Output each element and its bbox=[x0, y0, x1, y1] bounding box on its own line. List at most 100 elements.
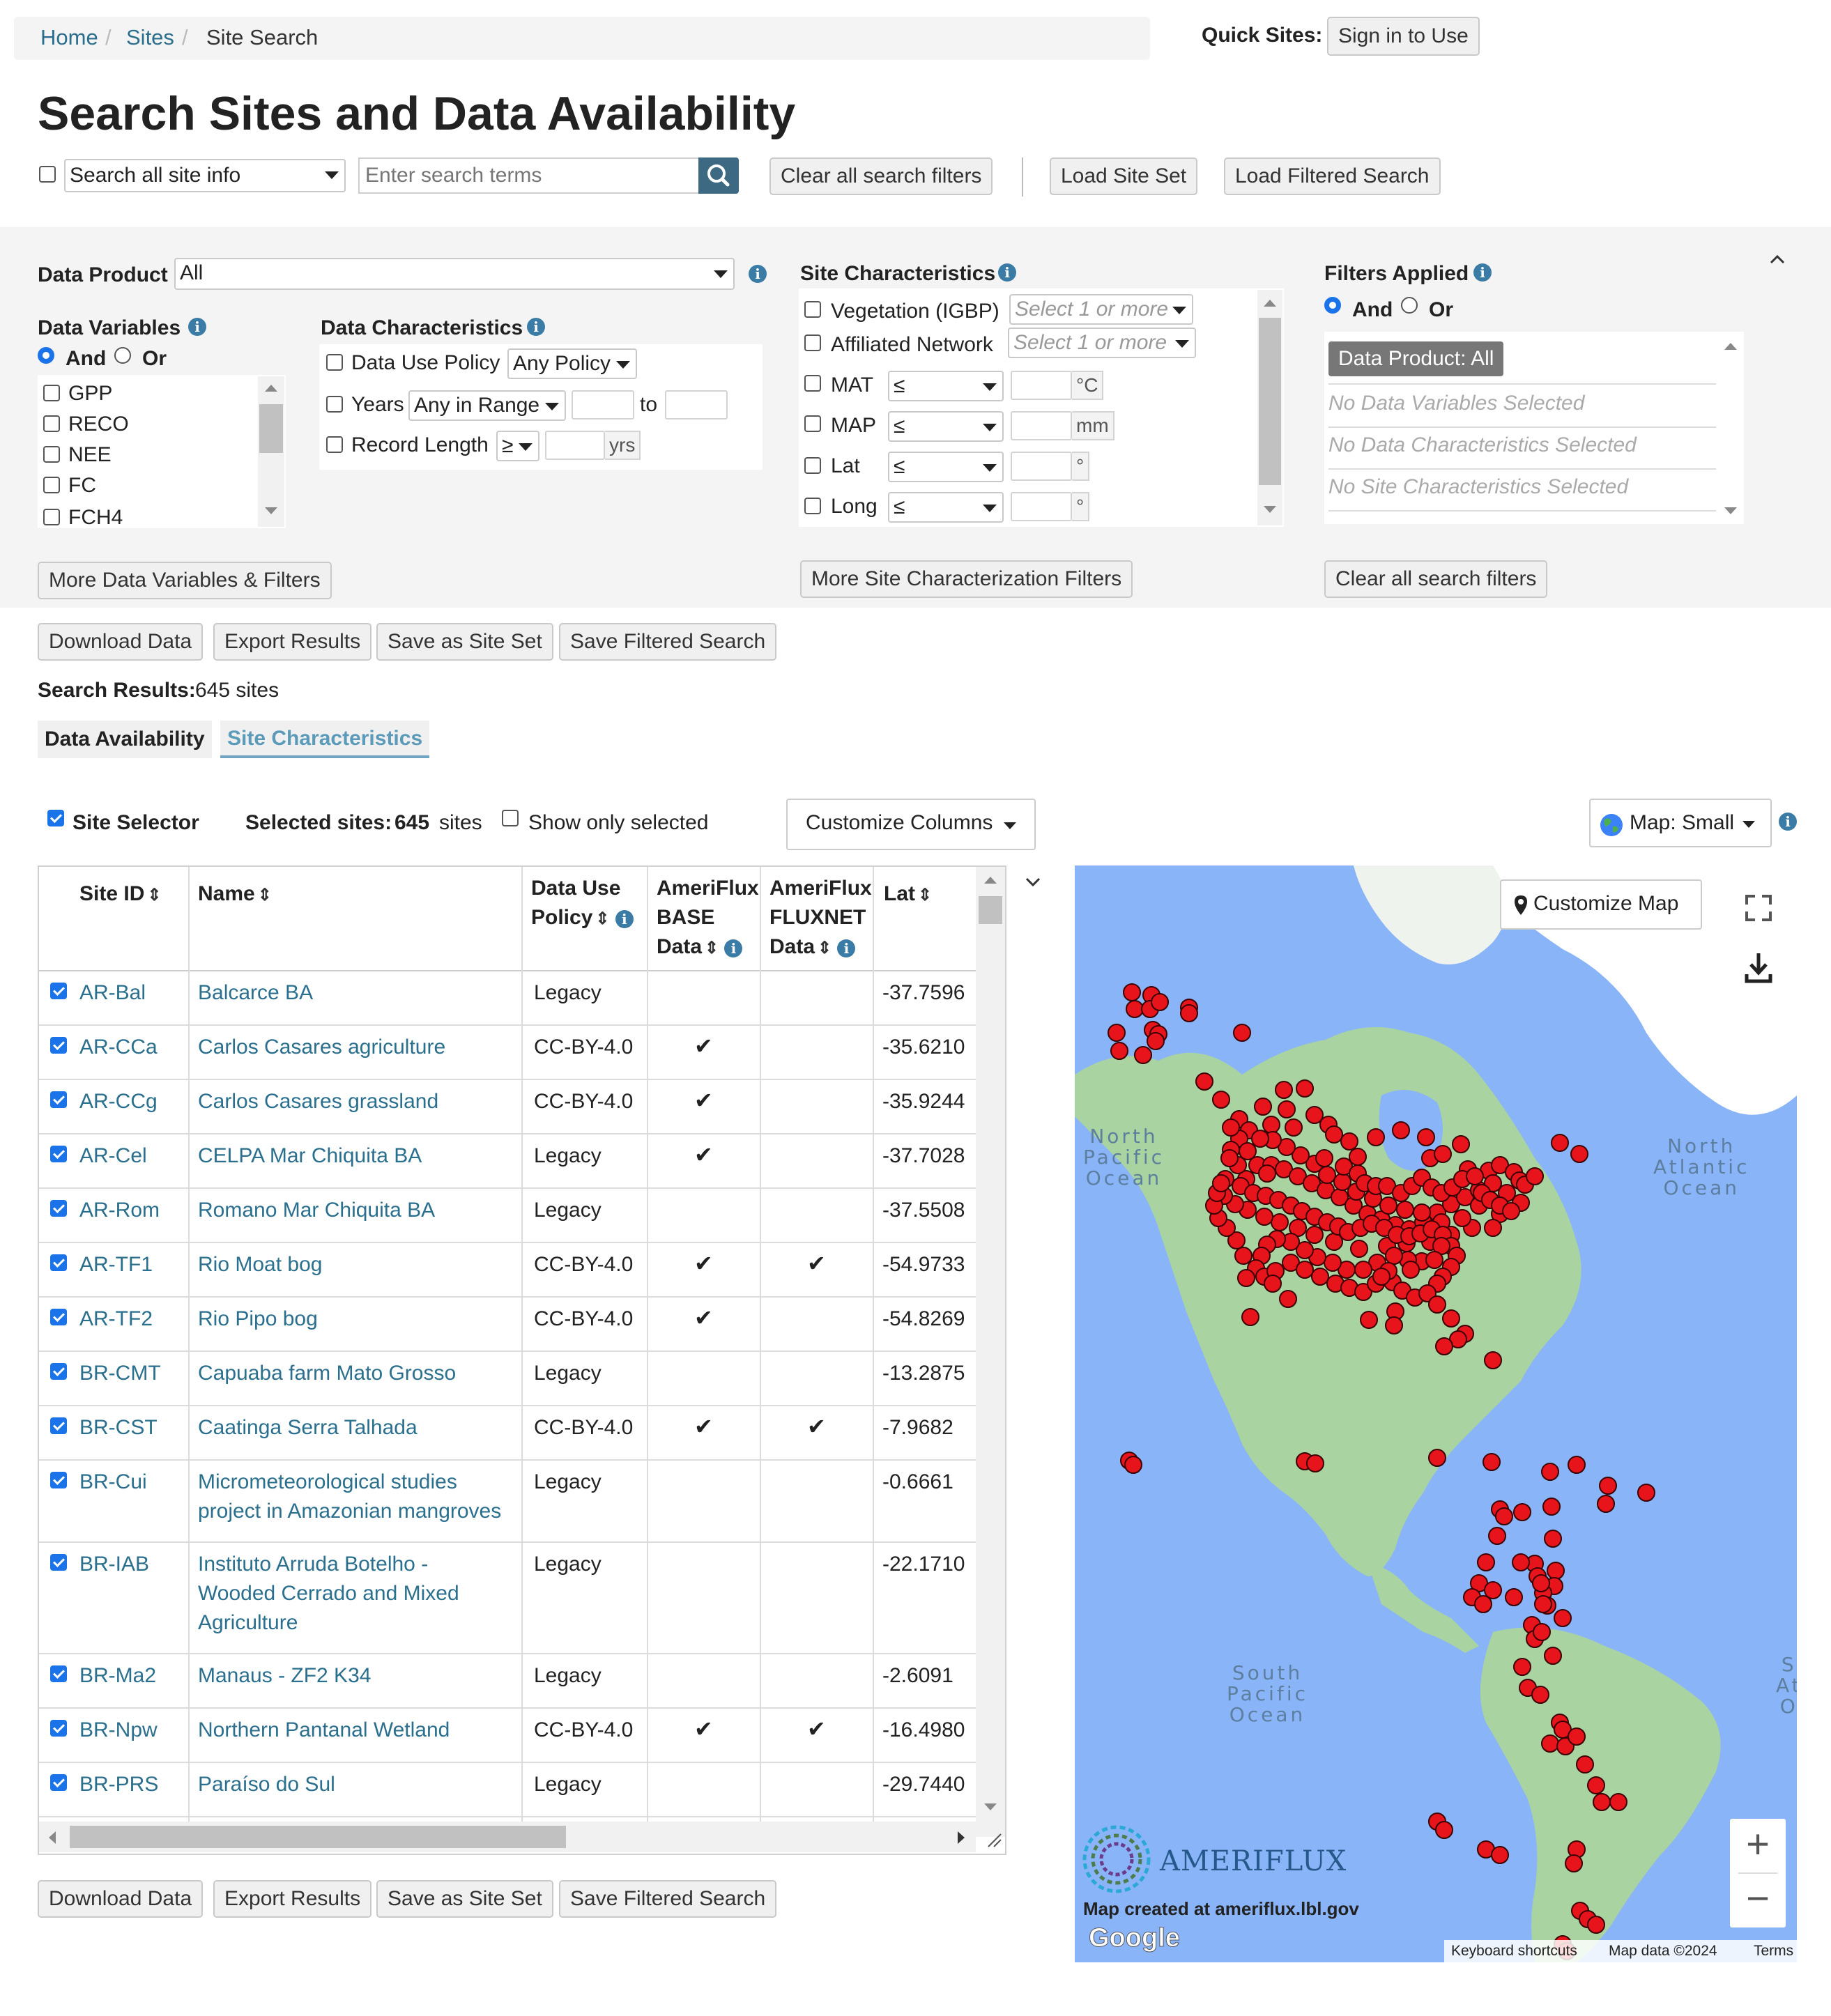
scroll-right-icon[interactable] bbox=[958, 1831, 965, 1844]
long-operator-select[interactable]: ≤ bbox=[888, 492, 1004, 523]
search-button[interactable] bbox=[698, 157, 739, 194]
site-marker[interactable] bbox=[1237, 1269, 1255, 1287]
site-id-header[interactable]: Site ID ⇕ bbox=[79, 879, 161, 910]
applied-filter-tag[interactable]: Data Product: All bbox=[1328, 341, 1504, 376]
scroll-down-icon[interactable] bbox=[984, 1803, 997, 1810]
site-marker[interactable] bbox=[1367, 1128, 1385, 1146]
site-marker[interactable] bbox=[1466, 1167, 1484, 1185]
variable-checkbox-fc[interactable] bbox=[43, 477, 60, 493]
site-marker[interactable] bbox=[1385, 1247, 1403, 1265]
site-id-link[interactable]: BR-CST bbox=[79, 1416, 158, 1439]
scroll-up-icon[interactable] bbox=[1264, 300, 1276, 307]
site-marker[interactable] bbox=[1542, 1498, 1561, 1516]
record-length-checkbox[interactable] bbox=[326, 436, 343, 453]
row-select-checkbox[interactable] bbox=[50, 1554, 67, 1571]
site-marker[interactable] bbox=[1599, 1477, 1617, 1495]
load-filtered-search-button[interactable]: Load Filtered Search bbox=[1224, 157, 1441, 195]
site-marker[interactable] bbox=[1565, 1854, 1583, 1872]
site-name-link[interactable]: Micrometeorological studies project in Am… bbox=[198, 1468, 501, 1526]
mat-checkbox[interactable] bbox=[804, 375, 821, 392]
site-map[interactable]: North Pacific Ocean North Atlantic Ocean Sou… bbox=[1075, 865, 1797, 1962]
scroll-down-icon[interactable] bbox=[1724, 507, 1737, 514]
download-data-button[interactable]: Download Data bbox=[38, 623, 204, 661]
search-scope-select[interactable]: Search all site info bbox=[64, 159, 346, 192]
variable-checkbox-nee[interactable] bbox=[43, 446, 60, 463]
site-marker[interactable] bbox=[1491, 1846, 1509, 1864]
row-select-checkbox[interactable] bbox=[50, 1720, 67, 1737]
site-marker[interactable] bbox=[1547, 1562, 1565, 1580]
site-marker[interactable] bbox=[1354, 1261, 1372, 1279]
years-from-input[interactable] bbox=[572, 390, 634, 420]
map-canvas[interactable] bbox=[1075, 865, 1797, 1962]
lat-operator-select[interactable]: ≤ bbox=[888, 452, 1004, 482]
site-name-link[interactable]: Paraíso do Sul bbox=[198, 1773, 335, 1796]
scroll-down-icon[interactable] bbox=[1264, 506, 1276, 513]
site-marker[interactable] bbox=[1417, 1128, 1435, 1146]
site-marker[interactable] bbox=[1587, 1916, 1605, 1934]
site-name-link[interactable]: Caatinga Serra Talhada bbox=[198, 1416, 417, 1439]
export-results-button[interactable]: Export Results bbox=[213, 623, 372, 661]
site-marker[interactable] bbox=[1428, 1449, 1446, 1467]
site-marker[interactable] bbox=[1126, 1000, 1144, 1018]
site-marker[interactable] bbox=[1435, 1821, 1453, 1839]
site-id-link[interactable]: BR-Ma2 bbox=[79, 1664, 157, 1687]
site-marker[interactable] bbox=[1379, 1196, 1397, 1215]
site-marker[interactable] bbox=[1534, 1595, 1552, 1613]
site-name-link[interactable]: Northern Pantanal Wetland bbox=[198, 1718, 450, 1741]
site-id-link[interactable]: AR-Bal bbox=[79, 981, 146, 1004]
fullscreen-button[interactable] bbox=[1731, 881, 1786, 935]
site-marker[interactable] bbox=[1264, 1275, 1282, 1293]
site-marker[interactable] bbox=[1372, 1268, 1391, 1286]
vegetation-select[interactable]: Select 1 or more bbox=[1009, 294, 1193, 325]
info-icon[interactable]: i bbox=[615, 910, 634, 928]
lat-input[interactable] bbox=[1011, 452, 1072, 481]
info-icon[interactable]: i bbox=[998, 263, 1016, 282]
map-checkbox[interactable] bbox=[804, 415, 821, 432]
more-site-filters-button[interactable]: More Site Characterization Filters bbox=[800, 560, 1133, 598]
site-marker[interactable] bbox=[1587, 1776, 1605, 1794]
site-marker[interactable] bbox=[1593, 1793, 1611, 1811]
variable-checkbox-fch4[interactable] bbox=[43, 509, 60, 525]
scroll-up-icon[interactable] bbox=[984, 877, 997, 884]
site-marker[interactable] bbox=[1442, 1309, 1460, 1328]
site-marker[interactable] bbox=[1285, 1118, 1303, 1137]
site-marker[interactable] bbox=[1305, 1106, 1324, 1124]
site-marker[interactable] bbox=[1123, 983, 1141, 1001]
row-select-checkbox[interactable] bbox=[50, 1363, 67, 1380]
site-marker[interactable] bbox=[1108, 1024, 1126, 1042]
site-id-link[interactable]: BR-PRS bbox=[79, 1773, 159, 1796]
info-icon[interactable]: i bbox=[1473, 263, 1492, 282]
customize-map-button[interactable]: Customize Map bbox=[1500, 879, 1702, 930]
site-marker[interactable] bbox=[1251, 1130, 1269, 1148]
site-marker[interactable] bbox=[1484, 1219, 1502, 1237]
variable-checkbox-reco[interactable] bbox=[43, 415, 60, 432]
site-marker[interactable] bbox=[1474, 1595, 1492, 1613]
site-marker[interactable] bbox=[1350, 1240, 1368, 1258]
scroll-up-icon[interactable] bbox=[265, 385, 277, 392]
export-results-button[interactable]: Export Results bbox=[213, 1880, 372, 1918]
row-select-checkbox[interactable] bbox=[50, 1200, 67, 1217]
policy-header[interactable]: Data Use Policy ⇕ i bbox=[531, 874, 634, 934]
site-marker[interactable] bbox=[1212, 1174, 1230, 1192]
data-use-policy-checkbox[interactable] bbox=[326, 354, 343, 371]
site-marker[interactable] bbox=[1576, 1755, 1594, 1773]
search-input[interactable] bbox=[358, 157, 700, 194]
row-select-checkbox[interactable] bbox=[50, 1665, 67, 1682]
tab-data-availability[interactable]: Data Availability bbox=[38, 721, 212, 758]
site-id-link[interactable]: AR-TF2 bbox=[79, 1307, 153, 1330]
site-marker[interactable] bbox=[1241, 1308, 1259, 1326]
data-product-select[interactable]: All bbox=[174, 258, 735, 290]
site-marker[interactable] bbox=[1502, 1202, 1520, 1220]
site-marker[interactable] bbox=[1333, 1173, 1351, 1191]
site-marker[interactable] bbox=[1233, 1024, 1251, 1042]
save-filtered-search-button[interactable]: Save Filtered Search bbox=[559, 1880, 777, 1918]
row-select-checkbox[interactable] bbox=[50, 983, 67, 999]
site-marker[interactable] bbox=[1526, 1167, 1544, 1185]
site-marker[interactable] bbox=[1254, 1098, 1272, 1116]
years-select[interactable]: Any in Range bbox=[408, 390, 566, 421]
site-id-link[interactable]: BR-CMT bbox=[79, 1362, 161, 1385]
tab-site-characteristics[interactable]: Site Characteristics bbox=[220, 721, 430, 758]
site-name-link[interactable]: Instituto Arruda Botelho - Wooded Cerrado… bbox=[198, 1550, 459, 1638]
scrollbar-thumb[interactable] bbox=[1259, 318, 1281, 485]
site-marker[interactable] bbox=[1296, 1261, 1314, 1279]
